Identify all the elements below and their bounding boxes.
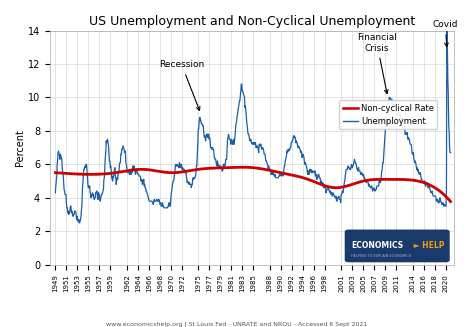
Text: Financial
Crisis: Financial Crisis [357,33,397,94]
Text: HELPING TO EXPLAIN ECONOMICS: HELPING TO EXPLAIN ECONOMICS [351,254,411,258]
Text: ECONOMICS: ECONOMICS [361,233,431,244]
Text: Recession: Recession [159,60,204,111]
Text: ECONOMICS: ECONOMICS [351,241,403,250]
Y-axis label: Percent: Percent [15,129,25,166]
Legend: Non-cyclical Rate, Unemployment: Non-cyclical Rate, Unemployment [339,100,438,129]
Title: US Unemployment and Non-Cyclical Unemployment: US Unemployment and Non-Cyclical Unemplo… [89,15,415,28]
FancyBboxPatch shape [345,230,450,262]
Text: www.economicshelp.org | St Louis Fed - UNRATE and NROU - Accessed 6 Sept 2021: www.economicshelp.org | St Louis Fed - U… [106,321,368,327]
Text: Covid: Covid [433,20,458,47]
Text: ► HELP: ► HELP [411,241,445,250]
